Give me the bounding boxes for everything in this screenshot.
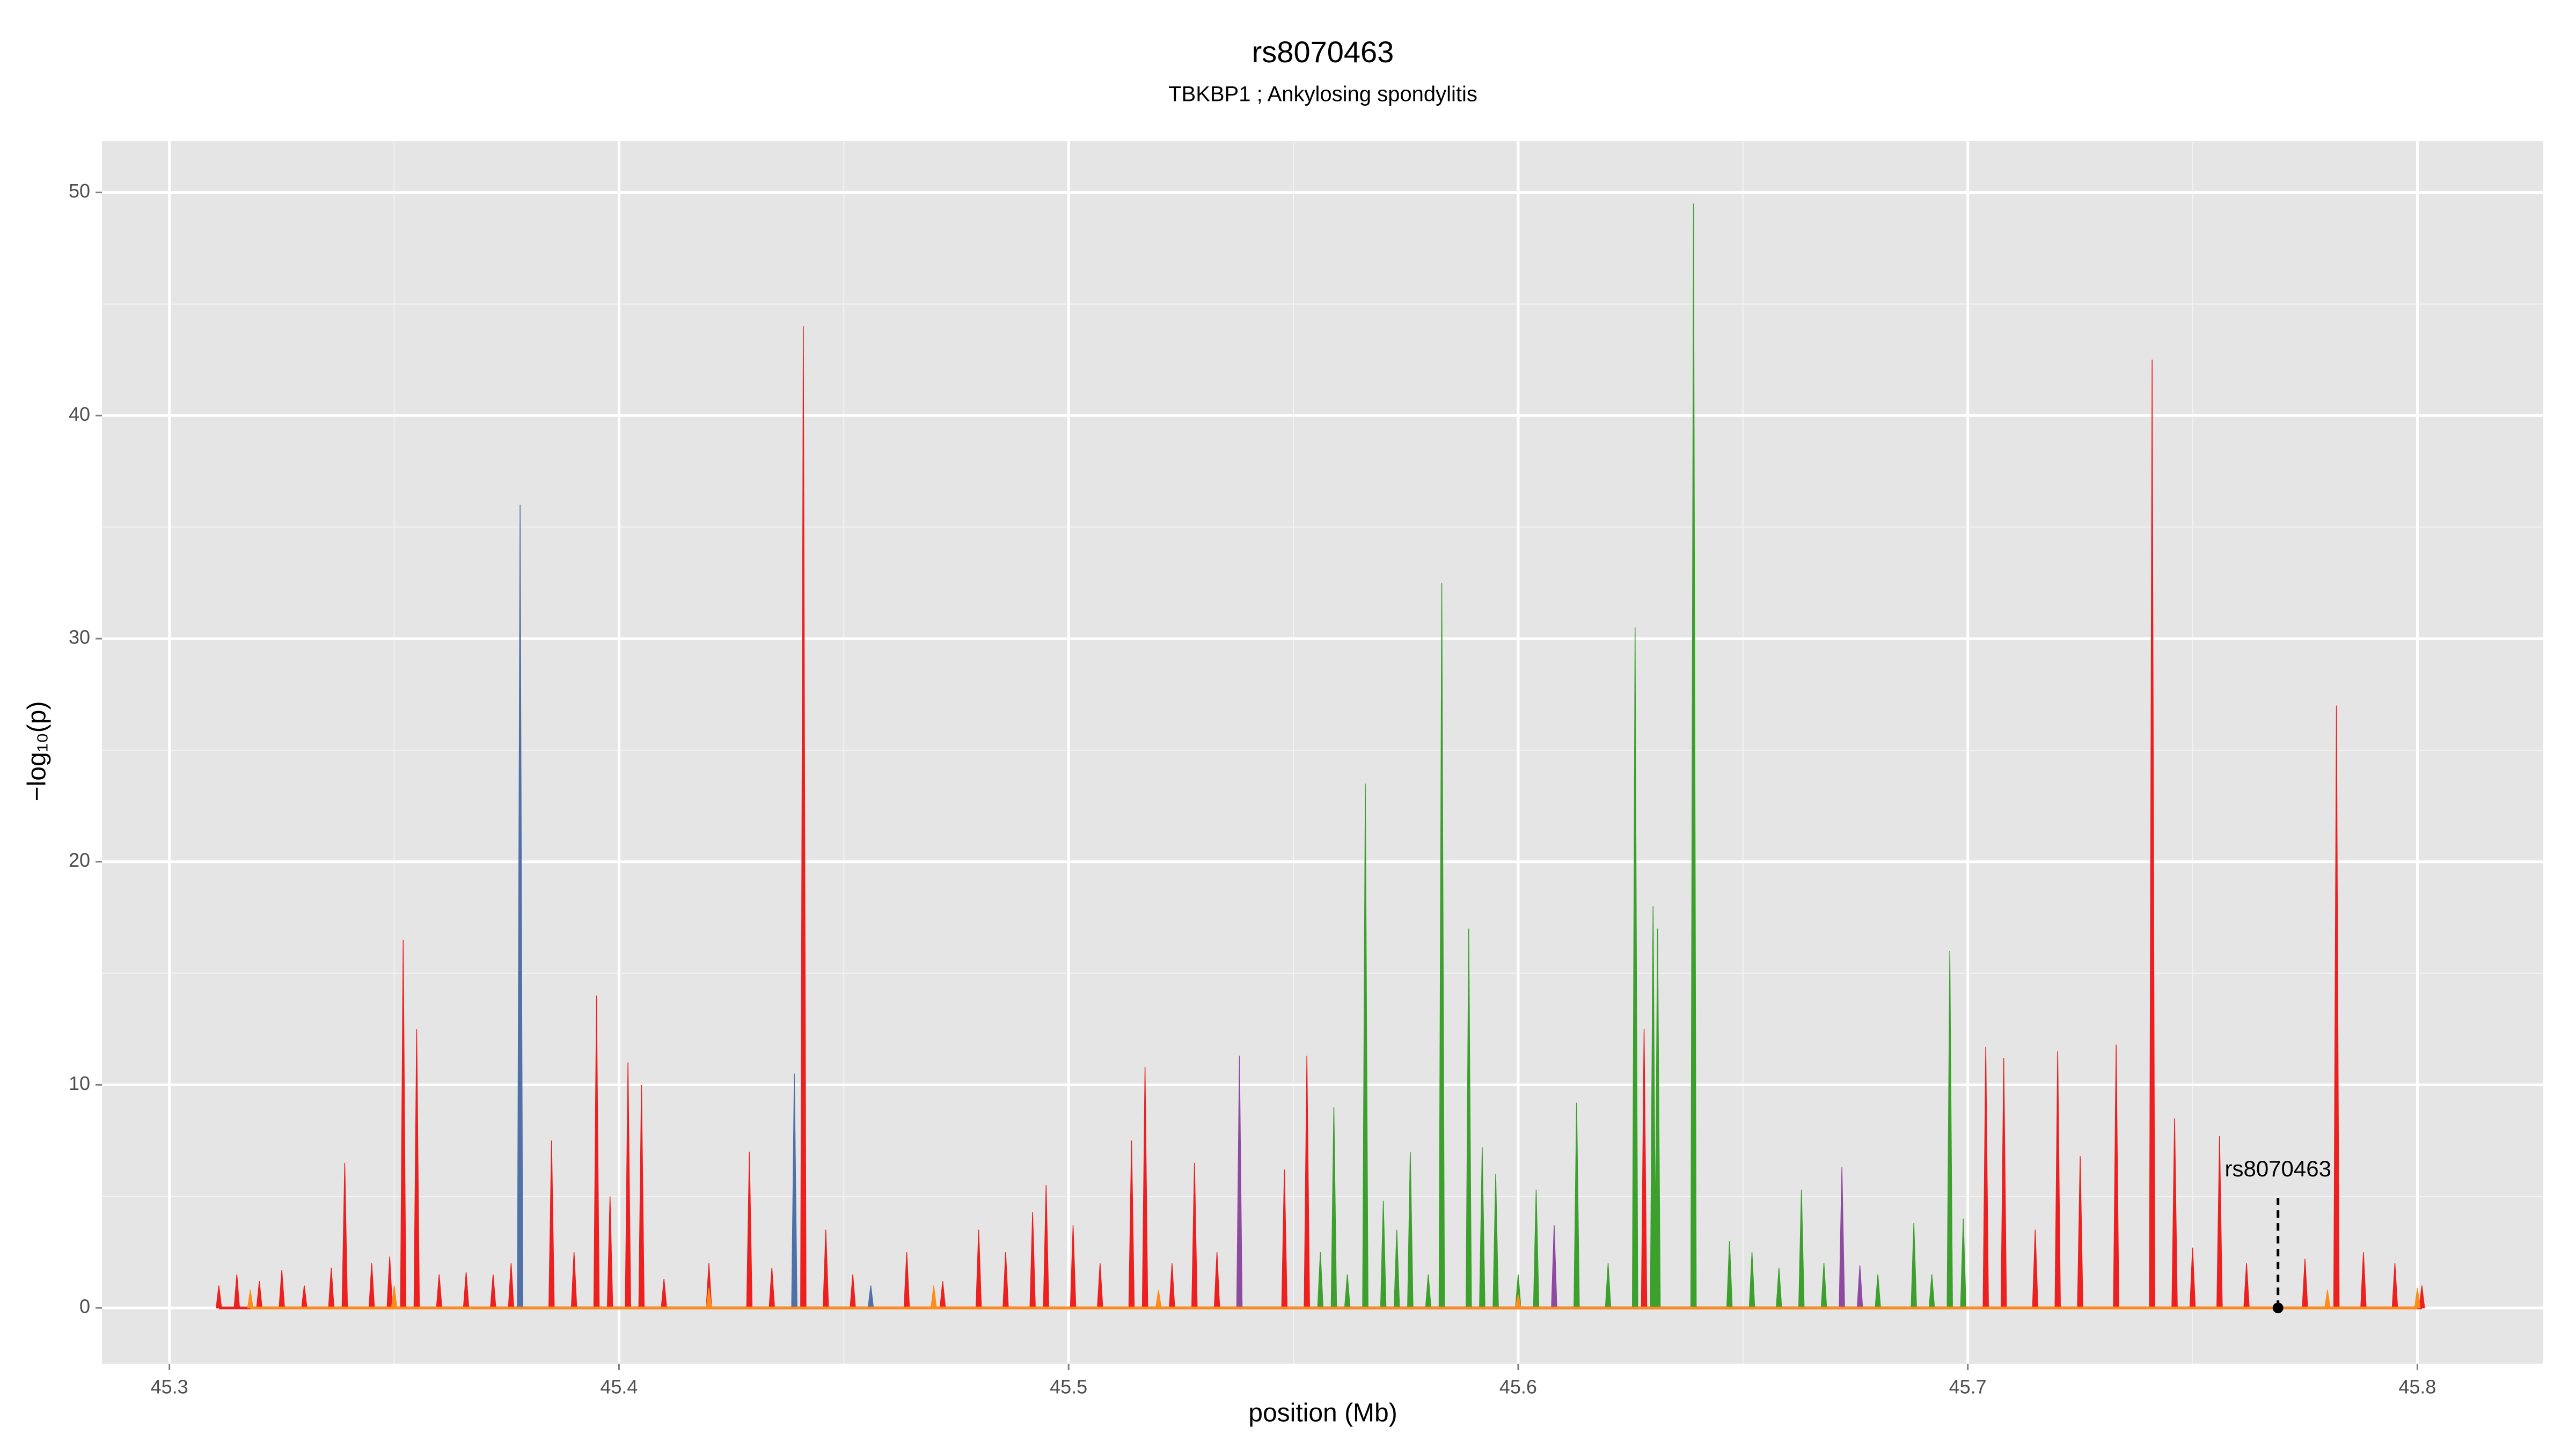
y-tick-label: 0 <box>79 1296 90 1318</box>
annotation-label: rs8070463 <box>2224 1156 2331 1181</box>
y-tick-label: 20 <box>69 849 90 871</box>
grid <box>102 141 2543 1364</box>
spike <box>1155 1290 1162 1308</box>
y-axis-label: −log₁₀(p) <box>23 701 52 802</box>
y-tick-label: 50 <box>69 180 90 202</box>
spike <box>215 1285 222 1308</box>
spike <box>706 1287 712 1308</box>
x-tick-label: 45.4 <box>600 1376 638 1398</box>
spike <box>391 1285 398 1308</box>
x-axis-label: position (Mb) <box>1248 1399 1397 1428</box>
chart-subtitle: TBKBP1 ; Ankylosing spondylitis <box>1168 83 1477 106</box>
spike <box>2418 1285 2425 1308</box>
spike <box>1515 1294 1521 1308</box>
annotation-point <box>2272 1302 2284 1314</box>
chart-title: rs8070463 <box>1252 35 1394 69</box>
spike <box>930 1285 937 1308</box>
y-tick-label: 10 <box>69 1072 90 1094</box>
spike <box>2324 1290 2331 1308</box>
x-tick-label: 45.6 <box>1499 1376 1537 1398</box>
annotation-layer: rs8070463 <box>2224 1156 2331 1314</box>
spike <box>247 1290 254 1308</box>
y-tick-label: 30 <box>69 626 90 648</box>
plot-panel <box>102 141 2543 1364</box>
x-tick-label: 45.5 <box>1050 1376 1087 1398</box>
x-tick-label: 45.7 <box>1949 1376 1987 1398</box>
spike <box>233 1274 240 1308</box>
marks <box>215 203 2425 1309</box>
x-tick-label: 45.8 <box>2398 1376 2436 1398</box>
y-tick-label: 40 <box>69 403 90 425</box>
x-tick-label: 45.3 <box>151 1376 188 1398</box>
spike <box>2414 1287 2421 1308</box>
